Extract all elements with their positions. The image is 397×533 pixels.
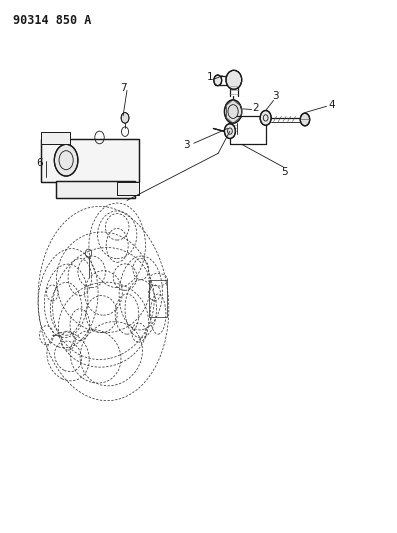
Circle shape [121,112,129,123]
Circle shape [224,124,235,139]
Bar [56,181,135,198]
Bar [148,280,168,317]
Circle shape [54,144,78,176]
Text: 6: 6 [36,158,43,168]
Text: 5: 5 [281,167,287,177]
Text: 7: 7 [121,83,127,93]
Bar [40,139,139,182]
Text: 1: 1 [207,72,214,82]
Bar [117,182,139,195]
Bar [40,132,70,144]
Ellipse shape [226,70,242,90]
Text: 3: 3 [272,91,278,101]
Text: 2: 2 [252,103,259,113]
Text: 4: 4 [328,100,335,110]
Bar [40,132,70,144]
Circle shape [260,110,271,125]
Text: 3: 3 [183,140,190,150]
Circle shape [300,113,310,126]
Bar [56,181,135,198]
Circle shape [214,75,222,86]
Circle shape [224,100,242,123]
Bar [117,182,139,195]
Bar [40,139,139,182]
Text: 90314 850 A: 90314 850 A [13,14,91,27]
